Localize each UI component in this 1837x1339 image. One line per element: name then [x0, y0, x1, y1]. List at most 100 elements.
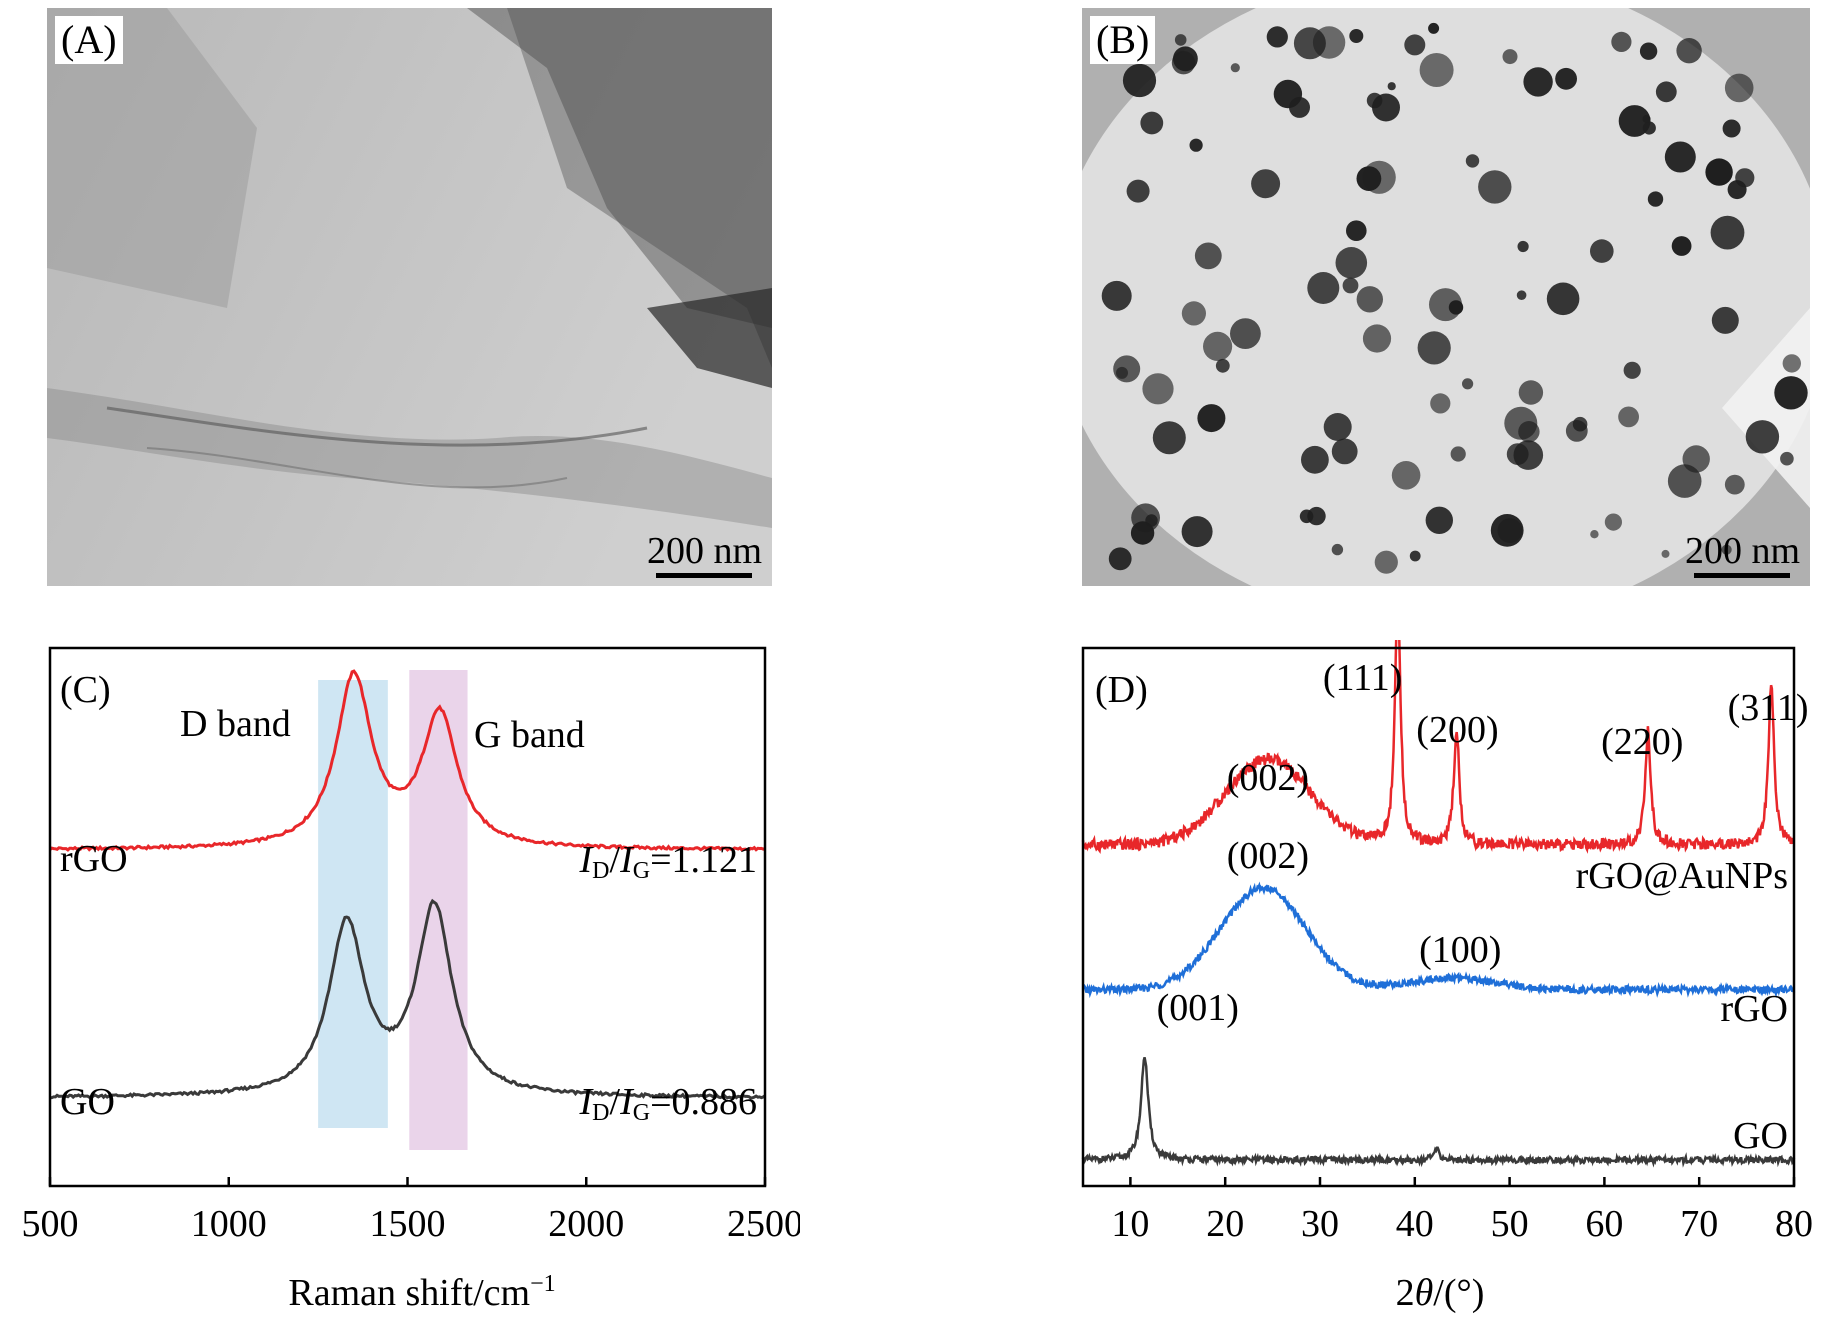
nanoparticle	[1194, 242, 1222, 270]
nanoparticle	[1448, 300, 1464, 315]
nanoparticle	[1722, 119, 1741, 138]
nanoparticle	[1289, 96, 1310, 118]
x-tick-label: 1500	[370, 1203, 446, 1245]
nanoparticle	[1142, 373, 1174, 405]
nanoparticle	[1618, 105, 1651, 137]
series-label-rgo: rGO	[60, 838, 128, 880]
nanoparticle	[1780, 451, 1794, 466]
nanoparticle	[1572, 416, 1588, 432]
series-label-rgo-aunps: rGO@AuNPs	[1576, 855, 1788, 897]
nanoparticle	[1450, 446, 1466, 462]
peak-label: (100)	[1419, 929, 1501, 971]
nanoparticle	[1346, 220, 1367, 241]
nanoparticle	[1721, 544, 1732, 555]
peak-label: (111)	[1323, 657, 1403, 699]
nanoparticle	[1724, 474, 1745, 495]
nanoparticle	[1478, 170, 1512, 204]
nanoparticle	[1518, 380, 1544, 405]
tem-image-b: (B) 200 nm	[1082, 8, 1810, 586]
nanoparticle	[1710, 215, 1745, 250]
x-tick-label: 40	[1396, 1203, 1434, 1245]
nanoparticle	[1181, 516, 1213, 548]
nanoparticle	[1611, 31, 1632, 52]
xrd-line-rgo-aunps	[1081, 640, 1795, 854]
nanoparticle	[1639, 42, 1658, 60]
nanoparticle	[1113, 355, 1141, 383]
d-band-label: D band	[180, 703, 291, 745]
g-band-label: G band	[474, 714, 585, 756]
scale-bar-a-line	[656, 573, 753, 578]
nanoparticle	[1391, 461, 1421, 490]
nanoparticle	[1266, 26, 1288, 48]
ratio-label-rgo: ID/IG=1.121	[579, 839, 758, 884]
nanoparticle	[1203, 331, 1233, 361]
scale-bar-b-label: 200 nm	[1684, 530, 1800, 572]
nanoparticle	[1664, 141, 1696, 173]
nanoparticle	[1140, 111, 1164, 135]
nanoparticle	[1546, 282, 1580, 316]
nanoparticle	[1335, 247, 1368, 279]
nanoparticle	[1312, 26, 1346, 59]
nanoparticle	[1671, 236, 1692, 256]
nanoparticle	[1667, 464, 1702, 498]
nanoparticle	[1349, 29, 1364, 43]
nanoparticle	[1323, 413, 1352, 441]
x-tick-label: 50	[1491, 1203, 1529, 1245]
nanoparticle	[1152, 421, 1186, 455]
x-tick-label: 70	[1680, 1203, 1718, 1245]
nanoparticle	[1122, 63, 1157, 98]
nanoparticle	[1116, 366, 1128, 379]
nanoparticle	[1782, 354, 1801, 373]
x-axis-title-d: 2θ/(°)	[1396, 1272, 1485, 1314]
nanoparticle	[1711, 306, 1739, 334]
panel-label-b: (B)	[1090, 16, 1156, 64]
nanoparticle	[1126, 179, 1150, 203]
nanoparticle	[1590, 239, 1614, 263]
raman-chart: 500 1000 1500 2000 2500 (C) D band G band rG…	[22, 646, 800, 1314]
peak-label: (220)	[1601, 721, 1683, 763]
nanoparticle	[1465, 154, 1480, 168]
nanoparticle	[1506, 443, 1529, 465]
xrd-line-go	[1081, 1056, 1796, 1168]
nanoparticle	[1101, 280, 1132, 311]
nanoparticle	[1108, 547, 1132, 571]
xrd-chart: 10 20 30 40 50 60 70 80 (002) (111) (200) (220) (31…	[1081, 640, 1813, 1314]
nanoparticle	[1362, 160, 1396, 194]
series-label-go: GO	[1733, 1115, 1788, 1157]
peak-label: (002)	[1227, 835, 1309, 877]
nanoparticle	[1230, 63, 1240, 73]
nanoparticle	[1727, 180, 1747, 200]
nanoparticle	[1301, 445, 1329, 474]
raman-line-go	[49, 898, 766, 1100]
nanoparticles	[1101, 22, 1808, 574]
band-highlights	[318, 670, 468, 1150]
nanoparticle	[1555, 67, 1577, 90]
nanoparticle	[1356, 286, 1383, 313]
peak-label: (001)	[1157, 987, 1239, 1029]
tem-image-b-texture	[1082, 8, 1810, 586]
nanoparticle	[1774, 376, 1808, 410]
xrd-line-rgo	[1082, 881, 1796, 999]
nanoparticle	[1362, 324, 1392, 353]
x-tick-label: 500	[22, 1203, 79, 1245]
x-tick-label: 1000	[191, 1203, 267, 1245]
panel-label-d: (D)	[1095, 669, 1148, 711]
nanoparticle	[1197, 404, 1226, 433]
series-label-go: GO	[60, 1081, 115, 1123]
nanoparticle	[1618, 406, 1639, 428]
nanoparticle	[1331, 438, 1358, 465]
nanoparticle	[1425, 506, 1453, 534]
raman-line-rgo	[49, 669, 766, 852]
plot-frame	[1081, 646, 1796, 1188]
nanoparticle	[1409, 550, 1421, 562]
xrd-series	[1081, 640, 1796, 1168]
scale-bar-a-label: 200 nm	[646, 530, 762, 572]
nanoparticle	[1307, 272, 1340, 304]
nanoparticle	[1676, 38, 1702, 64]
nanoparticle	[1661, 549, 1670, 558]
x-tick-label: 80	[1775, 1203, 1813, 1245]
peak-label: (311)	[1728, 687, 1809, 729]
x-tick-label: 30	[1301, 1203, 1339, 1245]
nanoparticle	[1655, 81, 1677, 103]
nanoparticle	[1366, 92, 1383, 109]
